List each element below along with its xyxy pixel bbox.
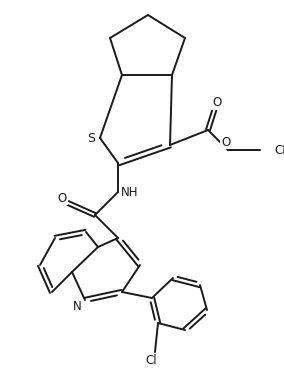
Text: O: O [57,191,67,205]
Text: CH₃: CH₃ [274,144,284,156]
Text: O: O [221,135,231,149]
Text: N: N [73,300,82,312]
Text: NH: NH [121,185,139,199]
Text: S: S [87,132,95,146]
Text: O: O [212,97,222,109]
Text: Cl: Cl [145,353,157,367]
